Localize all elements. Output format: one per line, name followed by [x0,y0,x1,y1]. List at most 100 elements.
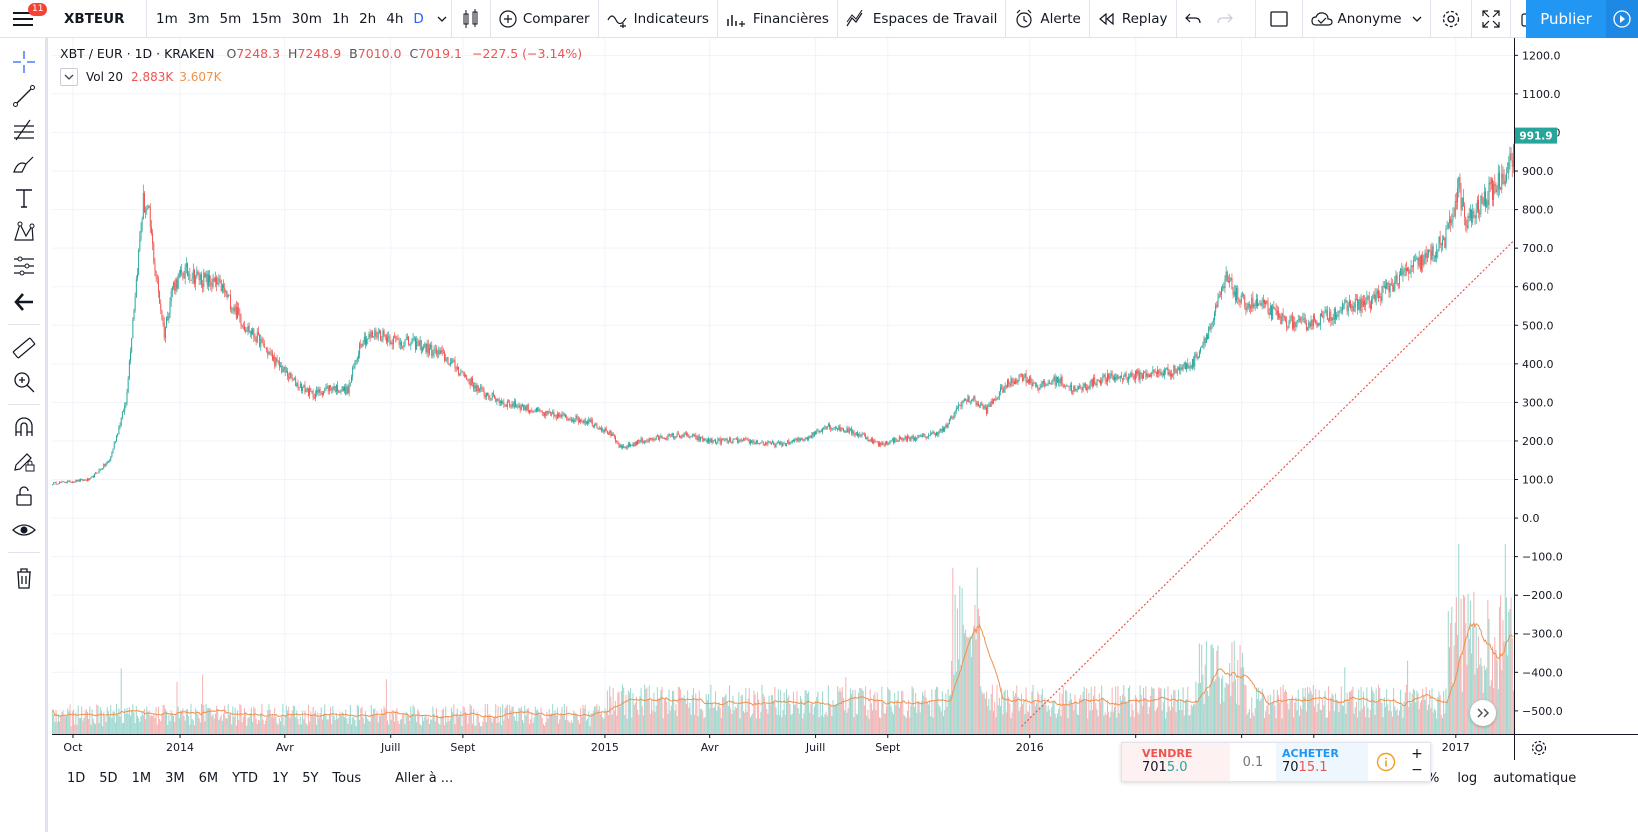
range-5d[interactable]: 5D [99,770,118,786]
volume-bar [433,713,435,734]
dotted-trendline[interactable] [1021,240,1515,727]
plus-icon[interactable]: + [1411,746,1423,762]
auto-toggle[interactable]: automatique [1493,770,1577,786]
range-6m[interactable]: 6M [198,770,219,786]
minus-icon[interactable]: − [1411,762,1423,778]
candle-body [736,438,737,440]
volume-bar [1357,717,1359,734]
zoom-tool[interactable] [10,368,38,396]
interval-3m[interactable]: 3m [187,10,210,27]
indicators-button[interactable]: Indicateurs [599,0,717,37]
interval-15m[interactable]: 15m [251,10,282,27]
play-button[interactable] [1606,0,1638,38]
volume-bar [516,712,518,734]
fibonacci-tool[interactable] [10,116,38,144]
goto-date-button[interactable]: Aller à ... [395,770,454,786]
text-tool[interactable] [10,184,38,212]
range-tous[interactable]: Tous [332,770,362,786]
volume-bar [1272,702,1274,734]
lock-drawings-tool[interactable] [10,448,38,476]
workspaces-button[interactable]: Espaces de Travail [838,0,1005,37]
settings-button[interactable] [1431,0,1471,37]
measure-tool[interactable] [10,252,38,280]
replay-button[interactable]: Replay [1090,0,1176,37]
volume-bar [447,716,449,734]
scroll-to-realtime-button[interactable] [1470,700,1496,726]
volume-bar [1180,699,1182,734]
interval-4h[interactable]: 4h [386,10,404,27]
layout-button[interactable] [1256,0,1302,37]
crosshair-tool[interactable] [10,48,38,76]
candle-body [170,291,172,301]
candle-body [1330,311,1332,321]
volume-bar [851,693,853,734]
volume-bar [1082,691,1084,734]
sell-button[interactable]: VENDRE 7015.0 [1122,743,1230,781]
fullscreen-button[interactable] [1472,0,1510,37]
chart-type-button[interactable] [452,0,490,37]
interval-1m[interactable]: 1m [156,10,178,27]
candle-body [1474,215,1476,218]
trade-info-button[interactable] [1368,743,1404,781]
hide-toolbar-button[interactable] [10,288,38,316]
candle-body [820,431,822,432]
candle-body [505,404,507,407]
magnet-tool[interactable] [10,414,38,442]
publish-button[interactable]: Publier [1526,0,1606,38]
volume-bar [841,687,843,734]
candle-body [261,338,263,340]
volume-bar [1030,715,1032,734]
range-1m[interactable]: 1M [131,770,152,786]
volume-bar [129,715,132,734]
legend-title[interactable]: XBT / EUR · 1D · KRAKEN [60,46,215,61]
candle-body [301,384,302,391]
collapse-legend-button[interactable] [60,68,78,86]
ruler-tool[interactable] [10,334,38,362]
interval-2h[interactable]: 2h [359,10,377,27]
remove-drawings-tool[interactable] [10,564,38,592]
range-1y[interactable]: 1Y [271,770,289,786]
volume-bar [1370,686,1373,734]
candle-body [395,336,397,339]
range-5y[interactable]: 5Y [302,770,319,786]
pattern-tool[interactable] [10,218,38,246]
range-3m[interactable]: 3M [165,770,185,786]
interval-dropdown[interactable] [433,0,451,37]
y-tick-label: −200.0 [1522,589,1563,602]
redo-button[interactable] [1209,0,1241,37]
volume-label[interactable]: Vol 20 [86,70,124,84]
quantity-stepper[interactable]: + − [1404,743,1430,781]
compare-button[interactable]: Comparer [491,0,598,37]
price-axis[interactable]: 1200.01100.01000.0900.0800.0700.0600.050… [1514,38,1638,760]
interval-1h[interactable]: 1h [331,10,350,27]
visibility-tool[interactable] [10,516,38,544]
volume-bar [1509,608,1511,734]
undo-button[interactable] [1177,0,1209,37]
user-button[interactable]: Anonyme [1303,0,1430,37]
candle-body [1425,252,1427,259]
buy-button[interactable]: ACHETER 7015.1 [1276,743,1368,781]
candle-body [613,435,615,437]
symbol-search[interactable]: XBTEUR [64,10,125,27]
alert-button[interactable]: Alerte [1006,0,1088,37]
range-ytd[interactable]: YTD [232,770,258,786]
volume-bar [384,708,386,734]
axis-settings-gear-icon[interactable] [1531,740,1547,756]
volume-bar [1362,691,1364,734]
high-label: H [288,46,298,61]
range-1d[interactable]: 1D [67,770,86,786]
volume-bar [1216,650,1218,734]
candle-body [1247,303,1249,308]
brush-tool[interactable] [10,150,38,178]
interval-D[interactable]: D [413,10,424,27]
log-toggle[interactable]: log [1457,770,1478,786]
financials-button[interactable]: Financières [718,0,837,37]
volume-bar [1101,685,1103,734]
interval-5m[interactable]: 5m [219,10,242,27]
lock-tool[interactable] [10,482,38,510]
trendline-tool[interactable] [10,82,38,110]
interval-30m[interactable]: 30m [291,10,322,27]
candle-body [133,310,135,321]
main-menu-button[interactable]: 11 [0,0,48,37]
